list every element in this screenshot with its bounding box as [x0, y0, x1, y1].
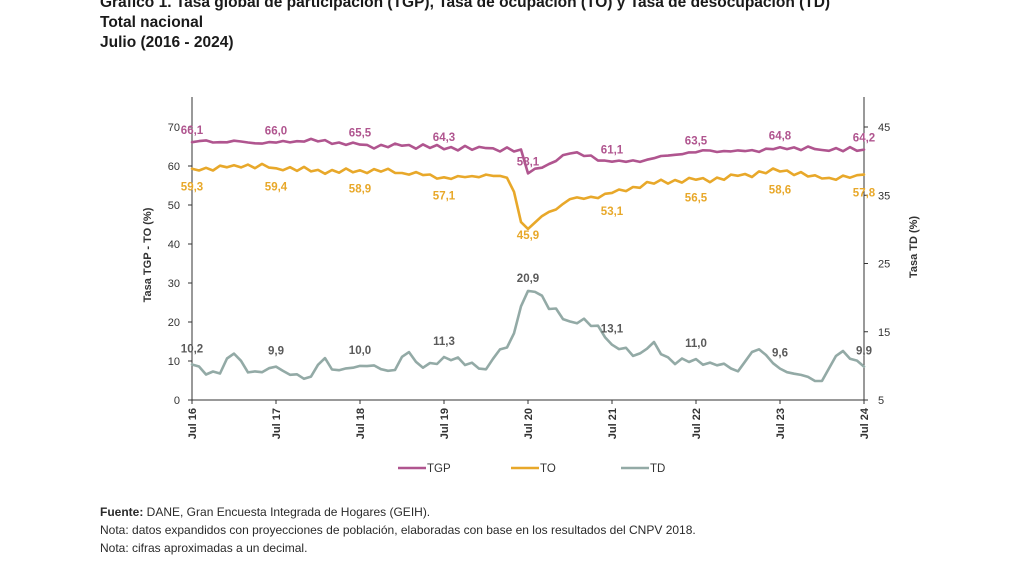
line-chart: 0 10 20 30 40 50 60 70 5 15 25 35 45 Jul 16 Jul 17 Jul … [142, 97, 920, 475]
data-label-td: 9,6 [772, 348, 788, 360]
data-label-td: 10,2 [181, 344, 203, 356]
x-tick-label: Jul 24 [859, 407, 871, 439]
legend-label-tgp: TGP [427, 463, 451, 475]
y-axis-right-title: Tasa TD (%) [908, 216, 920, 278]
note-projections: Nota: datos expandidos con proyecciones … [100, 523, 696, 537]
x-tick-label: Jul 19 [439, 408, 451, 439]
data-label-tgp: 61,1 [601, 145, 624, 157]
chart-title: Gráfico 1. Tasa global de participación … [100, 0, 831, 11]
y-left-tick-label: 0 [174, 395, 180, 407]
data-label-to: 57,1 [433, 190, 456, 202]
y-left-tick-label: 30 [168, 278, 180, 290]
data-label-to: 58,6 [769, 184, 791, 196]
data-label-td: 20,9 [517, 273, 539, 285]
data-label-td: 9,9 [268, 346, 284, 358]
notes-block: Fuente: DANE, Gran Encuesta Integrada de… [100, 503, 696, 557]
x-tick-label: Jul 22 [691, 408, 703, 439]
y-left-tick-label: 20 [168, 317, 180, 329]
y-axis-left-title: Tasa TGP - TO (%) [142, 207, 154, 302]
series-line-tgp [190, 137, 866, 175]
legend-label-td: TD [650, 463, 665, 475]
data-label-to: 53,1 [601, 206, 624, 218]
y-right-tick-label: 35 [878, 190, 890, 202]
source-text: DANE, Gran Encuesta Integrada de Hogares… [143, 505, 431, 519]
y-left-tick-label: 70 [168, 122, 180, 134]
data-label-to: 45,9 [517, 230, 539, 242]
x-tick-label: Jul 23 [775, 408, 787, 439]
data-label-td: 13,1 [601, 324, 624, 336]
y-right-tick-label: 5 [878, 395, 884, 407]
series-line-td [190, 289, 866, 383]
data-label-td: 11,0 [685, 338, 707, 350]
x-tick-label: Jul 17 [271, 408, 283, 439]
legend-label-to: TO [540, 463, 556, 475]
x-tick-label: Jul 21 [607, 408, 619, 439]
data-label-to: 57,8 [853, 188, 876, 200]
y-left-tick-label: 40 [168, 239, 180, 251]
chart-subtitle-period: Julio (2016 - 2024) [100, 34, 234, 51]
data-label-tgp: 64,8 [769, 130, 792, 142]
y-right-tick-label: 15 [878, 327, 890, 339]
y-left-tick-label: 10 [168, 356, 180, 368]
data-label-tgp: 66,1 [181, 125, 204, 137]
x-tick-label: Jul 18 [355, 408, 367, 439]
y-right-tick-label: 25 [878, 259, 890, 271]
data-label-to: 56,5 [685, 193, 708, 205]
data-label-tgp: 64,2 [853, 133, 875, 145]
data-label-td: 10,0 [349, 345, 371, 357]
y-left-tick-label: 60 [168, 161, 180, 173]
source-note: Fuente: DANE, Gran Encuesta Integrada de… [100, 503, 696, 521]
data-label-to: 58,9 [349, 183, 371, 195]
x-tick-label: Jul 20 [523, 408, 535, 439]
data-label-tgp: 58,1 [517, 156, 540, 168]
data-label-to: 59,4 [265, 181, 288, 193]
series-line-to [190, 162, 866, 231]
chart-subtitle-scope: Total nacional [100, 14, 204, 31]
y-left-tick-label: 50 [168, 200, 180, 212]
data-label-tgp: 65,5 [349, 128, 372, 140]
source-label: Fuente: [100, 505, 144, 519]
data-label-tgp: 63,5 [685, 135, 708, 147]
note-rounding: Nota: cifras aproximadas a un decimal. [100, 541, 308, 555]
y-right-tick-label: 45 [878, 122, 890, 134]
data-label-to: 59,3 [181, 182, 203, 194]
data-label-tgp: 64,3 [433, 132, 455, 144]
data-label-td: 9,9 [856, 346, 872, 358]
chart-title-block: Gráfico 1. Tasa global de participación … [100, 0, 830, 53]
data-label-tgp: 66,0 [265, 126, 287, 138]
data-label-td: 11,3 [433, 336, 455, 348]
x-tick-label: Jul 16 [187, 408, 199, 439]
